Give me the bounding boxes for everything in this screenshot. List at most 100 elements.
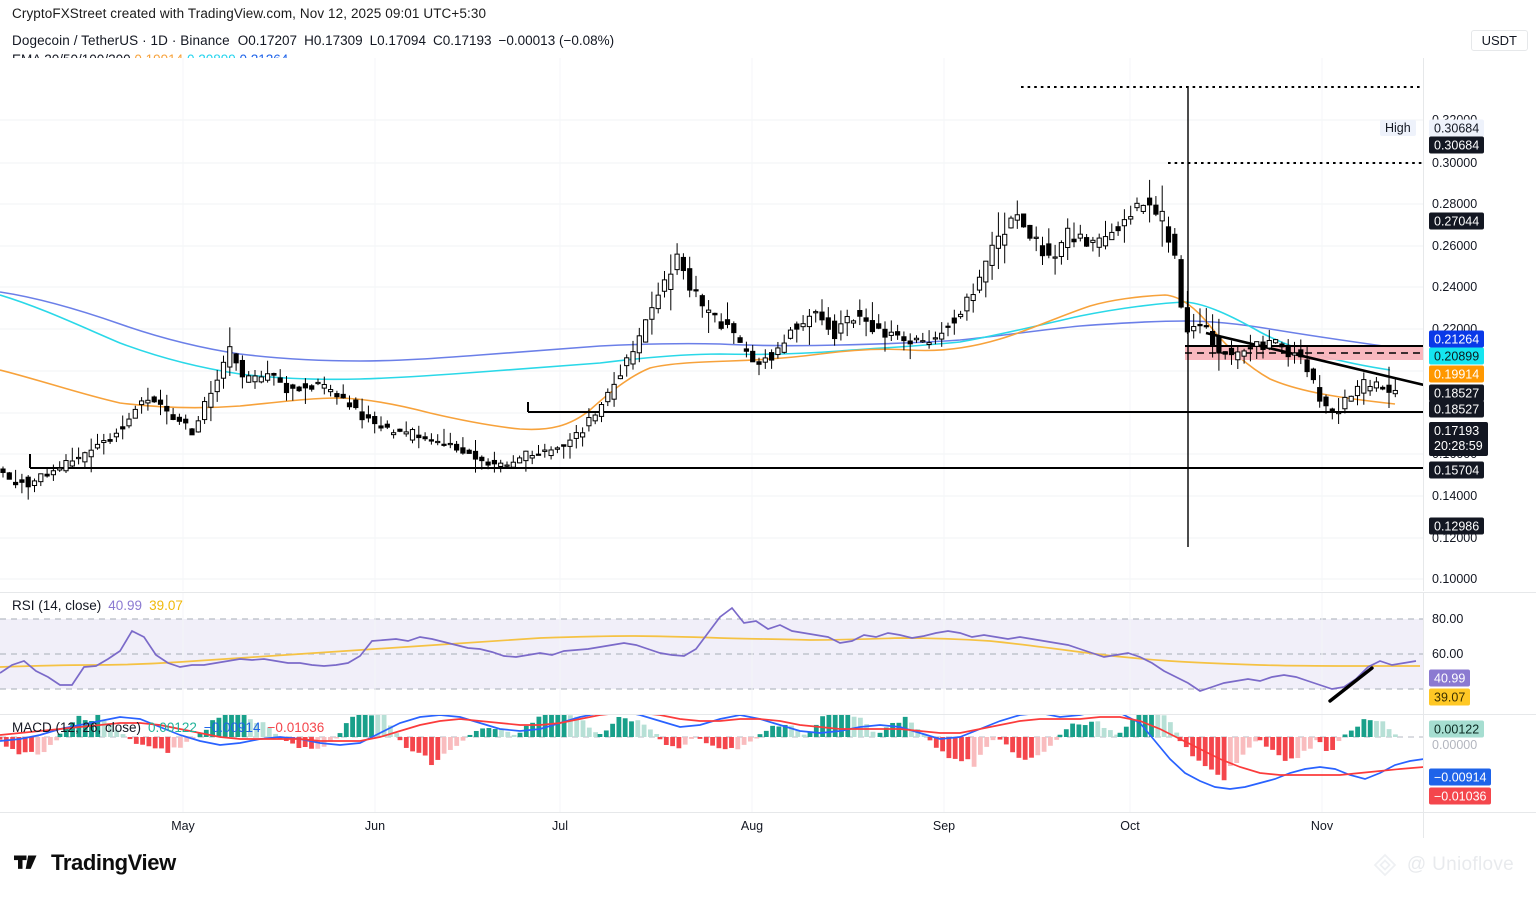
macd-hist-bar — [984, 737, 990, 747]
macd-hist-bar — [795, 730, 801, 737]
time-tick: Nov — [1310, 819, 1334, 833]
high-tag: High — [1380, 120, 1416, 136]
candle-body — [995, 235, 1001, 249]
candle-body — [0, 468, 6, 473]
macd-hist-bar — [883, 727, 889, 737]
candle-body — [498, 462, 504, 467]
macd-hist-bar — [776, 726, 782, 737]
candle-body — [529, 455, 535, 459]
macd-hist-bar — [210, 720, 215, 737]
candle-body — [151, 396, 157, 403]
candle-body — [888, 331, 894, 336]
candle-body — [107, 439, 113, 442]
candle-body — [674, 253, 680, 271]
candle-body — [416, 434, 422, 439]
macd-hist-bar — [1209, 737, 1214, 770]
rsi-pane[interactable]: RSI (14, close) 40.99 39.07 — [0, 592, 1536, 715]
macd-hist-bar — [152, 737, 158, 749]
macd-hist-bar — [356, 715, 362, 737]
price-axis[interactable]: 0.320000.300000.280000.260000.240000.220… — [1380, 58, 1536, 628]
macd-title[interactable]: MACD (12, 26, close) — [12, 720, 142, 735]
candle-body — [787, 329, 794, 339]
candle-body — [277, 377, 283, 383]
candle-body — [712, 312, 718, 316]
candle-body — [252, 375, 258, 383]
candle-body — [1348, 395, 1354, 402]
macd-hist-bar — [832, 715, 838, 737]
candle-body — [1134, 202, 1140, 209]
macd-hist-bar — [1355, 726, 1360, 737]
candle-body — [1065, 227, 1071, 249]
macd-hist-bar — [965, 737, 971, 760]
macd-hist-bar — [1246, 737, 1252, 748]
candle-body — [699, 295, 705, 307]
macd-hist-bar — [388, 725, 393, 737]
macd-pane[interactable]: MACD (12, 26, close) 0.00122 −0.00914 −0.01… — [0, 714, 1536, 813]
candle-body — [31, 480, 38, 487]
macd-hist-bar — [416, 737, 422, 753]
macd-hist-bar — [813, 724, 819, 737]
candle-body — [976, 276, 983, 291]
tradingview-logo[interactable]: TradingView — [14, 850, 176, 876]
macd-hist-bar — [703, 737, 709, 744]
candle-body — [630, 351, 636, 365]
rsi-title[interactable]: RSI (14, close) — [12, 598, 102, 613]
macd-hist-bar — [410, 737, 415, 752]
price-tick: 0.10000 — [1432, 572, 1478, 586]
macd-plot[interactable] — [0, 715, 1424, 813]
rsi-axis[interactable]: 80.00 60.00 40.99 39.07 — [1423, 593, 1536, 715]
candle-body — [1241, 350, 1247, 357]
candle-body — [661, 279, 668, 292]
price-level-pill: 0.27044 — [1429, 212, 1485, 230]
candle-body — [372, 416, 378, 425]
macd-hist-bar — [1295, 737, 1301, 759]
macd-hist-bar — [159, 737, 164, 749]
macd-hist-bar — [1374, 721, 1379, 737]
macd-axis[interactable]: 0.00122 0.00000 −0.00914 −0.01036 — [1423, 715, 1536, 813]
macd-hist-bar — [184, 737, 190, 742]
time-axis[interactable]: May Jun Jul Aug Sep Oct Nov — [0, 812, 1536, 839]
candle-body — [183, 418, 189, 424]
candle-body — [120, 426, 126, 430]
candle-body — [869, 320, 875, 333]
macd-hist-bar — [657, 737, 663, 740]
price-tick: 0.24000 — [1432, 280, 1478, 294]
macd-hist-bar — [3, 737, 9, 747]
macd-hist-bar — [369, 715, 374, 737]
candle-body — [1247, 347, 1254, 350]
candle-body — [706, 309, 712, 313]
candle-body — [428, 439, 434, 442]
candle-body — [88, 449, 94, 458]
descending-trendline — [1205, 331, 1424, 387]
candle-body — [1165, 226, 1172, 243]
macd-hist-bar — [505, 731, 511, 737]
price-pane[interactable]: 0.320000.300000.280000.260000.240000.220… — [0, 58, 1536, 628]
ohlc-high: H0.17309 — [304, 33, 363, 48]
macd-hist-bar — [1130, 719, 1135, 737]
macd-hist-bar — [273, 733, 278, 737]
candle-body — [636, 335, 642, 354]
macd-hist-bar — [561, 715, 567, 737]
rsi-ma-pill: 39.07 — [1429, 688, 1471, 706]
candle-body — [447, 442, 453, 446]
macd-hist-bar — [460, 737, 466, 741]
candle-body — [435, 440, 441, 444]
current-price-countdown: 0.17193 20:28:59 — [1429, 422, 1488, 456]
candle-body — [561, 444, 567, 447]
candle-body — [1373, 381, 1380, 389]
macd-hist-bar — [229, 715, 234, 737]
candle-body — [554, 447, 560, 450]
macd-hist-bar — [593, 732, 598, 737]
candle-body — [1052, 256, 1058, 259]
rsi-plot[interactable] — [0, 593, 1424, 715]
price-plot[interactable] — [0, 58, 1424, 591]
symbol-title[interactable]: Dogecoin / TetherUS · 1D · Binance — [12, 33, 230, 48]
candle-body — [1178, 259, 1184, 308]
candle-body — [580, 432, 586, 438]
candle-body — [838, 323, 844, 334]
candle-body — [246, 375, 252, 383]
macd-signal-line — [0, 715, 1424, 776]
price-tick: 0.12000 — [1432, 531, 1478, 545]
candle-body — [970, 294, 976, 302]
candle-body — [907, 340, 913, 345]
